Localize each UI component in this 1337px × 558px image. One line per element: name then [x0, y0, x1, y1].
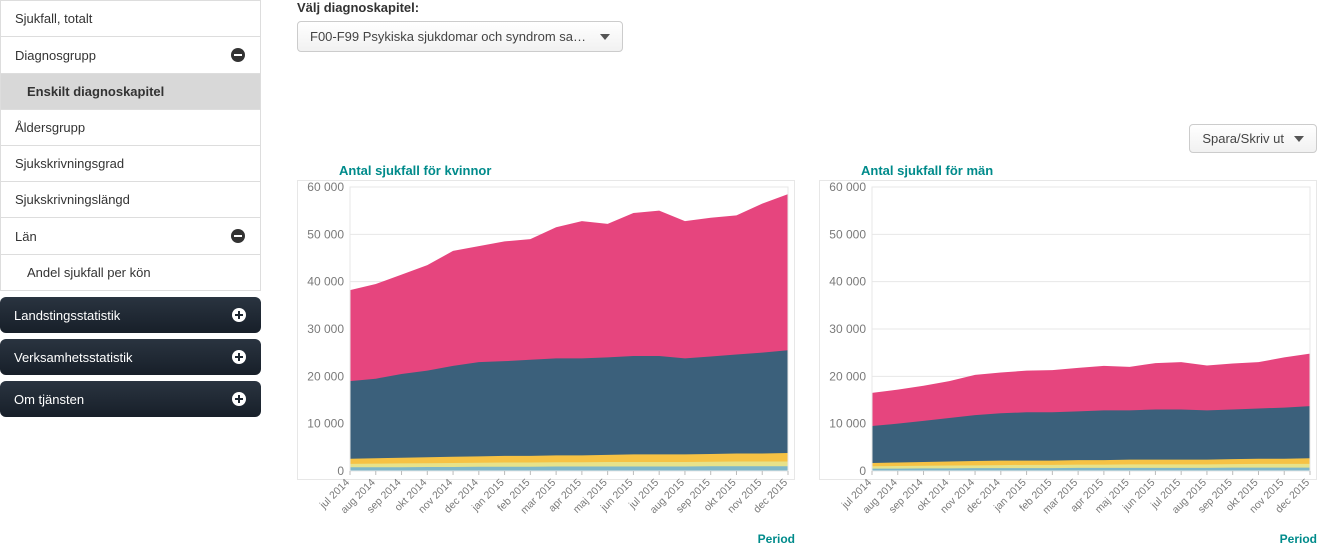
sidebar-item-sjukfall-totalt[interactable]: Sjukfall, totalt — [0, 0, 261, 36]
diagnoskapitel-dropdown[interactable]: F00-F99 Psykiska sjukdomar och syndrom s… — [297, 21, 623, 52]
sidebar-dark-label: Om tjänsten — [14, 392, 84, 407]
plus-circle-icon — [231, 349, 247, 365]
sidebar-item-lan[interactable]: Län — [0, 217, 261, 254]
chart-title-kvinnor: Antal sjukfall för kvinnor — [339, 163, 795, 178]
sidebar-dark-verksamhetsstatistik[interactable]: Verksamhetsstatistik — [0, 339, 261, 375]
svg-text:0: 0 — [337, 464, 344, 478]
sidebar-item-label: Sjukfall, totalt — [15, 11, 92, 26]
svg-text:0: 0 — [859, 464, 866, 478]
sidebar-item-label: Andel sjukfall per kön — [27, 265, 151, 280]
main-content: Välj diagnoskapitel: F00-F99 Psykiska sj… — [261, 0, 1337, 558]
period-label: Period — [297, 532, 795, 546]
svg-text:30 000: 30 000 — [829, 322, 866, 336]
svg-text:40 000: 40 000 — [307, 275, 344, 289]
sidebar-item-aldersgrupp[interactable]: Åldersgrupp — [0, 109, 261, 145]
minus-circle-icon — [230, 47, 246, 63]
sidebar-item-label: Sjukskrivningsgrad — [15, 156, 124, 171]
caret-down-icon — [1294, 136, 1304, 142]
sidebar-dark-label: Verksamhetsstatistik — [14, 350, 133, 365]
svg-text:50 000: 50 000 — [829, 227, 866, 241]
svg-text:50 000: 50 000 — [307, 227, 344, 241]
spara-skriv-ut-button[interactable]: Spara/Skriv ut — [1189, 124, 1317, 153]
sidebar-item-diagnosgrupp[interactable]: Diagnosgrupp — [0, 36, 261, 73]
chart-svg-man: 010 00020 00030 00040 00050 00060 000jul… — [820, 181, 1316, 479]
svg-text:20 000: 20 000 — [829, 369, 866, 383]
chart-svg-kvinnor: 010 00020 00030 00040 00050 00060 000jul… — [298, 181, 794, 479]
caret-down-icon — [600, 34, 610, 40]
sidebar-item-sjukskrivningsgrad[interactable]: Sjukskrivningsgrad — [0, 145, 261, 181]
chart-kvinnor: Antal sjukfall för kvinnor 0 10 000 20 000… — [297, 163, 795, 546]
sidebar-dark-landstingsstatistik[interactable]: Landstingsstatistik — [0, 297, 261, 333]
period-label: Period — [819, 532, 1317, 546]
svg-text:60 000: 60 000 — [829, 180, 866, 194]
sidebar-item-enskilt-diagnoskapitel[interactable]: Enskilt diagnoskapitel — [0, 73, 261, 109]
svg-text:20 000: 20 000 — [307, 369, 344, 383]
sidebar-dark-om-tjansten[interactable]: Om tjänsten — [0, 381, 261, 417]
chart-man: Antal sjukfall för män 0 10 000 20 000 30 0… — [819, 163, 1317, 546]
sidebar-item-sjukskrivningslangd[interactable]: Sjukskrivningslängd — [0, 181, 261, 217]
sidebar-item-label: Sjukskrivningslängd — [15, 192, 130, 207]
sidebar-item-label: Län — [15, 229, 37, 244]
chart-title-man: Antal sjukfall för män — [861, 163, 1317, 178]
svg-text:10 000: 10 000 — [829, 417, 866, 431]
sidebar-item-label: Diagnosgrupp — [15, 48, 96, 63]
svg-text:30 000: 30 000 — [307, 322, 344, 336]
plus-circle-icon — [231, 307, 247, 323]
svg-text:10 000: 10 000 — [307, 417, 344, 431]
sidebar-item-label: Åldersgrupp — [15, 120, 85, 135]
sidebar-item-andel-sjukfall-per-kon[interactable]: Andel sjukfall per kön — [0, 254, 261, 291]
filter-label: Välj diagnoskapitel: — [297, 0, 1317, 15]
plus-circle-icon — [231, 391, 247, 407]
dropdown-selected-text: F00-F99 Psykiska sjukdomar och syndrom s… — [310, 29, 586, 44]
sidebar: Sjukfall, totalt Diagnosgrupp Enskilt di… — [0, 0, 261, 558]
sidebar-item-label: Enskilt diagnoskapitel — [27, 84, 164, 99]
spara-label: Spara/Skriv ut — [1202, 131, 1284, 146]
svg-text:40 000: 40 000 — [829, 275, 866, 289]
sidebar-dark-label: Landstingsstatistik — [14, 308, 120, 323]
svg-text:60 000: 60 000 — [307, 180, 344, 194]
minus-circle-icon — [230, 228, 246, 244]
